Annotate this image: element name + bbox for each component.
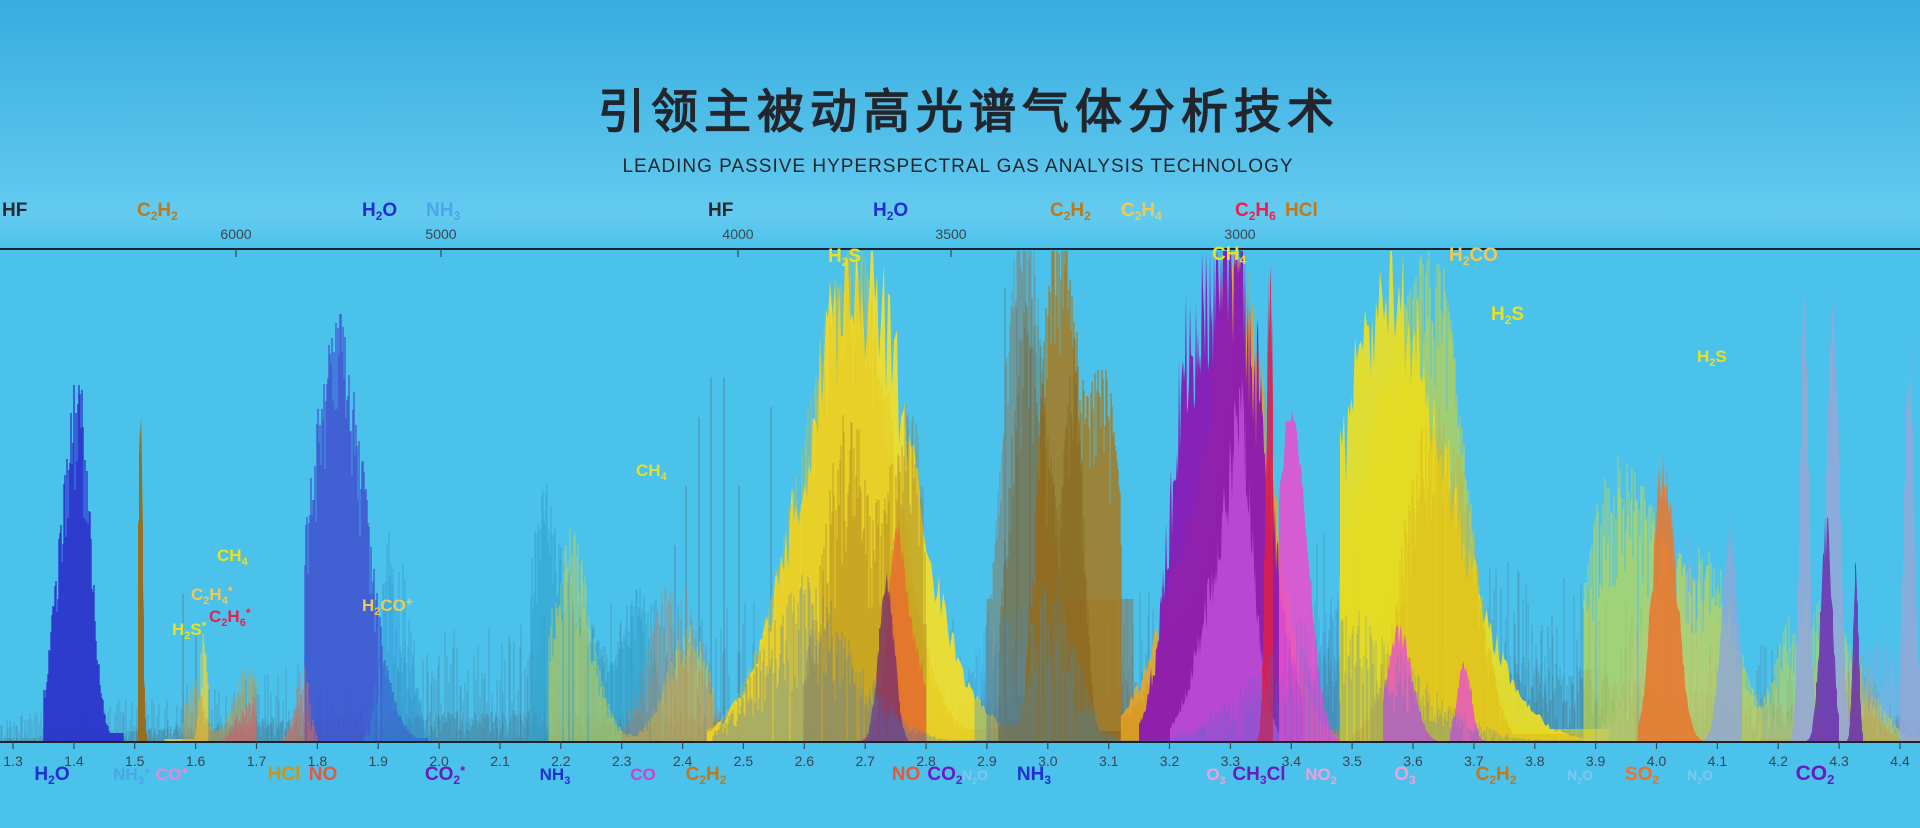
svg-text:C2H2: C2H2	[1050, 200, 1091, 223]
svg-text:2.3: 2.3	[612, 753, 632, 769]
svg-text:NH3+: NH3+	[113, 764, 151, 787]
svg-text:C2H2: C2H2	[137, 200, 178, 223]
svg-text:HF: HF	[708, 200, 733, 221]
svg-text:HCl: HCl	[268, 764, 301, 785]
svg-text:CO2: CO2	[927, 764, 963, 787]
svg-text:H2S: H2S	[1697, 347, 1727, 369]
svg-text:C2H2: C2H2	[686, 764, 727, 787]
svg-text:6000: 6000	[220, 226, 251, 242]
svg-text:CH4: CH4	[217, 546, 249, 568]
svg-text:HF: HF	[2, 200, 27, 221]
svg-text:2.6: 2.6	[795, 753, 815, 769]
svg-text:N2O: N2O	[1567, 767, 1593, 786]
svg-text:1.9: 1.9	[368, 753, 388, 769]
svg-text:H2CO+: H2CO+	[362, 595, 413, 618]
svg-text:CH3Cl: CH3Cl	[1232, 764, 1285, 787]
svg-text:CH4: CH4	[1212, 244, 1246, 267]
svg-text:3.5: 3.5	[1342, 753, 1362, 769]
svg-text:4.3: 4.3	[1829, 753, 1849, 769]
svg-text:C2H4*: C2H4*	[191, 584, 233, 607]
svg-text:CO: CO	[630, 765, 656, 784]
svg-text:CH4: CH4	[636, 461, 668, 483]
svg-text:1.6: 1.6	[186, 753, 206, 769]
svg-text:4000: 4000	[722, 226, 753, 242]
svg-text:NO: NO	[309, 764, 338, 785]
svg-text:H2CO: H2CO	[1449, 245, 1498, 268]
svg-text:5000: 5000	[425, 226, 456, 242]
svg-text:4.4: 4.4	[1890, 753, 1910, 769]
svg-text:3500: 3500	[935, 226, 966, 242]
svg-text:2.1: 2.1	[490, 753, 510, 769]
svg-text:3.1: 3.1	[1099, 753, 1119, 769]
svg-text:C2H6: C2H6	[1235, 200, 1276, 223]
svg-text:C2H6*: C2H6*	[209, 606, 251, 629]
svg-text:4.2: 4.2	[1768, 753, 1788, 769]
svg-text:2.5: 2.5	[734, 753, 754, 769]
svg-text:3.8: 3.8	[1525, 753, 1545, 769]
svg-text:H2S*: H2S*	[172, 619, 207, 642]
svg-text:1.3: 1.3	[3, 753, 23, 769]
svg-text:H2O: H2O	[34, 764, 69, 787]
svg-text:HCl: HCl	[1285, 200, 1318, 221]
svg-text:N2O: N2O	[1687, 767, 1713, 786]
svg-text:CO2*: CO2*	[425, 763, 466, 787]
svg-text:3000: 3000	[1224, 226, 1255, 242]
svg-text:2.7: 2.7	[855, 753, 875, 769]
svg-text:N2O: N2O	[962, 767, 988, 786]
svg-text:H2S: H2S	[1491, 304, 1524, 327]
svg-text:NO: NO	[892, 764, 921, 785]
svg-text:H2O: H2O	[362, 200, 397, 223]
svg-text:C2H4: C2H4	[1121, 200, 1162, 223]
svg-text:3.2: 3.2	[1160, 753, 1180, 769]
svg-text:C2H2: C2H2	[1476, 764, 1517, 787]
svg-text:CO+: CO+	[156, 764, 189, 784]
svg-text:NO2: NO2	[1305, 765, 1337, 787]
svg-text:1.7: 1.7	[247, 753, 267, 769]
svg-text:H2O: H2O	[873, 200, 908, 223]
svg-text:NH3: NH3	[426, 200, 460, 223]
